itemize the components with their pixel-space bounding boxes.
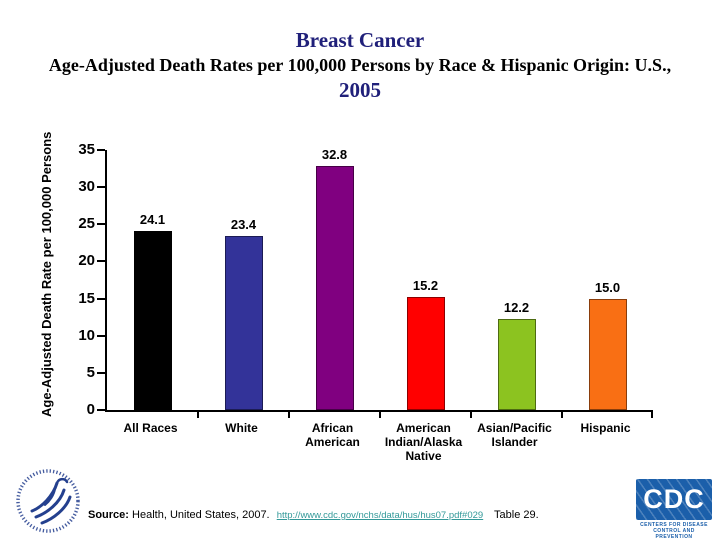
source-table-ref: Table 29. [494, 509, 539, 521]
hhs-eagle-logo [12, 467, 84, 540]
cdc-logo-box: CDC [636, 479, 712, 520]
cdc-logo: CDC CENTERS FOR DISEASE CONTROL AND PREV… [636, 479, 712, 540]
y-axis-tick [97, 334, 105, 337]
y-axis-tick [97, 371, 105, 374]
x-axis-label: Hispanic [580, 421, 631, 435]
source-label: Source: [88, 509, 129, 521]
y-axis-tick-label: 35 [78, 141, 95, 158]
bar-american-indian-alaska-native [406, 297, 445, 410]
x-axis-label: White [225, 421, 258, 435]
bar-value-label: 12.2 [503, 300, 530, 316]
x-axis-tick [470, 410, 472, 418]
bar-african-american [315, 166, 354, 410]
x-axis-tick [379, 410, 381, 418]
title-block: Breast Cancer Age-Adjusted Death Rates p… [0, 27, 720, 103]
bar-value-label: 23.4 [230, 217, 257, 233]
y-axis-tick-label: 30 [78, 178, 95, 196]
page-subtitle: Age-Adjusted Death Rates per 100,000 Per… [48, 55, 672, 75]
x-axis-labels: All Races White African American American I… [105, 421, 651, 469]
title-year: 2005 [339, 78, 381, 102]
x-axis-label: American Indian/Alaska Native [384, 421, 463, 463]
page-title: Breast Cancer [295, 28, 425, 52]
y-axis-title: Age-Adjusted Death Rate per 100,000 Pers… [39, 131, 54, 417]
cdc-name-line1: CENTERS FOR DISEASE [640, 522, 708, 528]
plot-area: 0 5 10 15 20 25 30 35 24.1 23.4 32.8 15.2 12.2 15.0 [78, 141, 653, 418]
y-axis-tick [97, 149, 105, 151]
bar-all-races [133, 230, 172, 410]
y-axis-tick-label: 0 [86, 401, 95, 418]
bar-hispanic [588, 298, 627, 410]
bar-value-label: 15.0 [594, 279, 621, 295]
y-axis-tick-label: 15 [78, 289, 95, 307]
source-text: Health, United States, 2007. [132, 509, 270, 521]
cdc-logo-subtext: CENTERS FOR DISEASE CONTROL AND PREVENTI… [636, 522, 712, 540]
y-axis-tick-label: 5 [86, 363, 95, 381]
y-axis-tick [97, 409, 105, 411]
x-axis-label: African American [305, 421, 360, 449]
x-axis-tick [288, 410, 290, 418]
x-axis-label: Asian/Pacific Islander [477, 421, 552, 449]
y-axis-tick-label: 25 [78, 215, 95, 233]
y-axis-tick-label: 10 [78, 326, 95, 344]
bar-value-label: 24.1 [139, 211, 166, 227]
y-axis-tick-label: 20 [78, 252, 95, 270]
bar-white [224, 236, 263, 410]
x-axis-end-tick [651, 410, 653, 418]
bar-asian-pacific-islander [497, 319, 536, 410]
y-axis-tick [97, 186, 105, 189]
bar-value-label: 32.8 [321, 147, 348, 163]
cdc-name-line2: CONTROL AND PREVENTION [653, 528, 695, 540]
y-axis-tick [97, 223, 105, 226]
x-axis-tick [197, 410, 199, 418]
bar-value-label: 15.2 [412, 278, 439, 294]
x-axis-tick [561, 410, 563, 418]
y-axis-tick [97, 260, 105, 263]
source-line: Source: Health, United States, 2007. htt… [88, 509, 539, 521]
x-axis-label: All Races [123, 421, 178, 435]
y-axis-tick [97, 297, 105, 300]
source-link[interactable]: http://www.cdc.gov/nchs/data/hus/hus07.p… [276, 510, 484, 521]
